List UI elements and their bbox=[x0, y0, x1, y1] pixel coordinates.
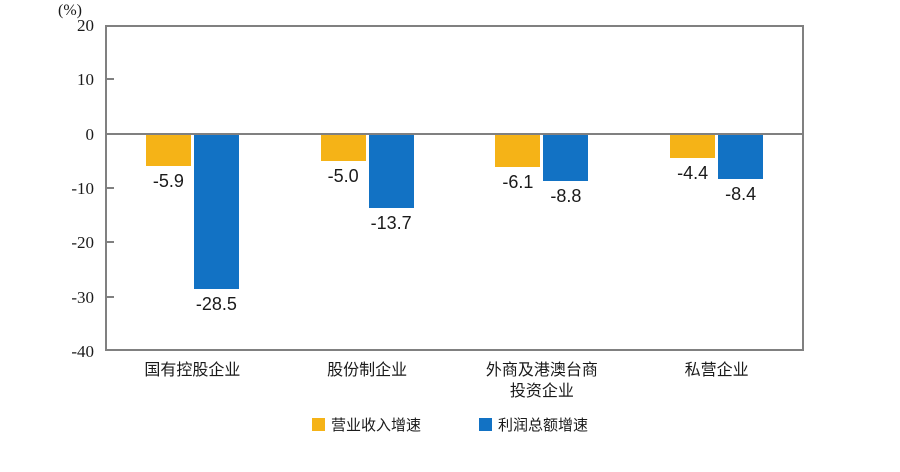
value-label: -13.7 bbox=[370, 213, 412, 234]
zero-axis-line bbox=[105, 132, 804, 135]
legend-label-profit: 利润总额增速 bbox=[498, 417, 589, 434]
bar-利润总额增速-3 bbox=[718, 133, 764, 180]
y-tick-label: 10 bbox=[77, 70, 94, 90]
bar-营业收入增速-1 bbox=[320, 133, 366, 161]
y-tick-label: -40 bbox=[71, 342, 94, 361]
y-tick-label: 20 bbox=[77, 16, 94, 35]
value-label: -8.8 bbox=[550, 186, 582, 207]
category-label: 股份制企业 bbox=[327, 362, 408, 379]
legend-label-revenue: 营业收入增速 bbox=[330, 417, 421, 434]
y-tick-mark bbox=[107, 78, 114, 81]
value-label: -5.0 bbox=[327, 165, 359, 186]
y-tick-label: 0 bbox=[85, 124, 95, 144]
y-tick-mark bbox=[107, 187, 114, 189]
legend-swatch-revenue bbox=[311, 418, 325, 431]
value-label: -4.4 bbox=[677, 162, 709, 183]
y-tick-mark bbox=[107, 295, 114, 298]
bar-利润总额增速-1 bbox=[368, 133, 414, 209]
bar-利润总额增速-2 bbox=[543, 133, 589, 182]
y-tick-label: -10 bbox=[71, 179, 94, 198]
y-tick-label: -30 bbox=[71, 287, 94, 307]
legend-item-profit: 利润总额增速 bbox=[479, 414, 588, 435]
value-label: -28.5 bbox=[195, 293, 237, 314]
bar-利润总额增速-0 bbox=[193, 133, 239, 289]
legend-swatch-profit bbox=[479, 418, 492, 431]
y-tick-mark bbox=[107, 241, 114, 244]
value-label: -6.1 bbox=[502, 171, 534, 192]
bar-营业收入增速-2 bbox=[495, 133, 541, 167]
category-label: 国有控股企业 bbox=[144, 362, 241, 379]
value-label: -8.4 bbox=[725, 184, 757, 205]
category-label: 外商及港澳台商 投资企业 bbox=[485, 362, 598, 400]
legend-item-revenue: 营业收入增速 bbox=[311, 414, 421, 435]
y-axis-unit-label: (%) bbox=[58, 2, 82, 19]
legend: 营业收入增速 利润总额增速 bbox=[0, 414, 900, 435]
category-label: 私营企业 bbox=[684, 362, 749, 379]
value-label: -5.9 bbox=[152, 170, 184, 191]
bar-营业收入增速-0 bbox=[145, 133, 191, 166]
bar-营业收入增速-3 bbox=[670, 133, 716, 158]
y-tick-label: -20 bbox=[71, 233, 94, 253]
